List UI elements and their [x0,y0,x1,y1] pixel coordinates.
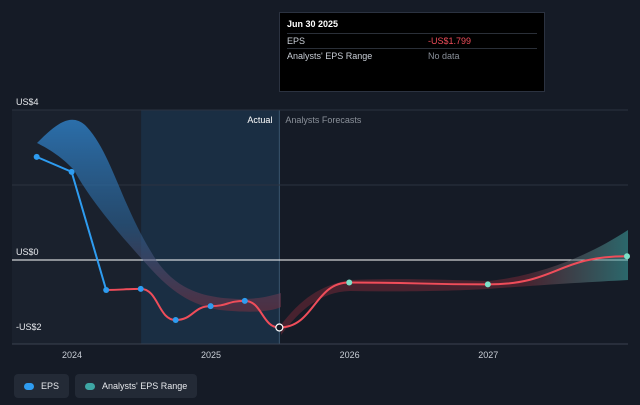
forecast-region-label: Analysts Forecasts [285,115,362,125]
x-tick-label: 2025 [201,350,221,360]
eps-point[interactable] [207,303,214,310]
tooltip: Jun 30 2025 EPS -US$1.799 Analysts' EPS … [279,12,545,92]
y-tick-label: US$4 [16,97,39,107]
actual-region-label: Actual [247,115,272,125]
eps-range-band-forecast [281,230,628,335]
eps-point[interactable] [241,297,248,304]
forecast-point[interactable] [624,253,630,260]
eps-point[interactable] [275,323,284,332]
tooltip-eps-label: EPS [287,36,306,46]
range-swatch-icon [85,382,96,390]
y-tick-label: -US$2 [16,322,42,332]
x-tick-label: 2026 [340,350,360,360]
tooltip-row-eps: EPS -US$1.799 [287,33,537,48]
legend-item-eps[interactable]: EPS [14,374,70,398]
tooltip-range-value: No data [428,51,460,61]
forecast-point[interactable] [484,281,491,288]
legend-label-range: Analysts' EPS Range [102,381,188,391]
eps-range-band-past [37,119,281,312]
legend: EPS Analysts' EPS Range [14,374,198,398]
eps-swatch-icon [24,382,34,390]
eps-point[interactable] [137,285,144,292]
forecast-point[interactable] [346,279,353,286]
eps-point[interactable] [33,153,40,160]
legend-label-eps: EPS [41,381,60,391]
eps-point[interactable] [68,168,75,175]
y-tick-label: US$0 [16,247,39,257]
tooltip-eps-value: -US$1.799 [428,36,472,46]
tooltip-row-range: Analysts' EPS Range No data [287,48,537,63]
x-tick-label: 2024 [62,350,82,360]
tooltip-range-label: Analysts' EPS Range [287,51,373,61]
eps-point[interactable] [103,287,110,293]
tooltip-date: Jun 30 2025 [287,19,339,29]
eps-point[interactable] [172,317,179,323]
legend-item-range[interactable]: Analysts' EPS Range [75,374,198,398]
x-tick-label: 2027 [478,350,498,360]
forecast-line [279,255,627,329]
